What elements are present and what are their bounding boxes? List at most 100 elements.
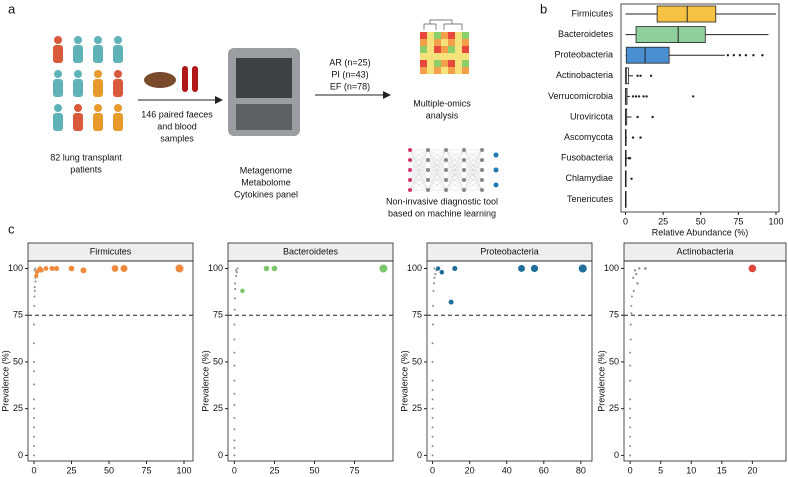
outlier	[636, 115, 639, 119]
diagram-text: samples	[160, 133, 194, 143]
faeces-icon	[144, 72, 176, 88]
point	[32, 360, 36, 363]
heatmap-cell	[441, 60, 448, 67]
point	[32, 370, 36, 373]
x-tick-label: 10	[686, 465, 696, 475]
box	[656, 5, 717, 23]
point	[629, 338, 632, 341]
network-node	[462, 188, 466, 192]
x-tick-label: 75	[733, 216, 743, 226]
point	[518, 265, 526, 272]
network-edge	[409, 149, 429, 191]
y-tick-label: 25	[13, 403, 23, 413]
point	[431, 407, 434, 410]
output-node	[493, 182, 499, 188]
panel-letter: c	[8, 221, 15, 236]
point	[629, 379, 632, 382]
y-tick-label: 50	[609, 356, 619, 366]
plot-frame	[227, 260, 394, 462]
y-tick-label: 100	[8, 263, 23, 273]
x-tick-label: 20	[747, 465, 757, 475]
network-edge	[463, 159, 483, 191]
network-node	[426, 158, 430, 162]
point	[630, 312, 633, 315]
heatmap-cell	[448, 46, 455, 53]
point	[32, 407, 36, 410]
point	[431, 426, 434, 429]
heatmap-cell	[448, 67, 455, 74]
heatmap-cell	[441, 32, 448, 39]
y-tick-label: 75	[412, 310, 422, 320]
diagram-text: PI (n=43)	[331, 69, 368, 79]
person-body	[113, 113, 123, 131]
person-head	[54, 104, 62, 112]
heatmap-cell	[420, 39, 427, 46]
y-tick-label: 100	[407, 263, 422, 273]
x-tick-label: 0	[623, 216, 628, 226]
outlier	[651, 115, 654, 119]
heatmap-cell	[420, 53, 427, 60]
y-tick-label: 50	[213, 356, 223, 366]
y-tick-label: Uroviricota	[570, 111, 613, 121]
network-edge	[427, 169, 447, 191]
point	[33, 289, 36, 292]
point	[32, 417, 36, 420]
diagram-text: and blood	[157, 121, 197, 131]
heatmap-cell	[448, 39, 455, 46]
point	[633, 269, 637, 272]
network-edge	[463, 149, 483, 161]
y-tick-label: 25	[412, 403, 422, 413]
point	[432, 289, 435, 292]
network-node	[444, 188, 448, 192]
network-node	[408, 178, 412, 182]
point	[439, 269, 445, 275]
point	[379, 264, 388, 273]
x-tick-label: 15	[717, 465, 727, 475]
x-tick-label: 75	[350, 465, 360, 475]
x-tick-label: 50	[309, 465, 319, 475]
heatmap-cell	[434, 60, 441, 67]
facet-title: Actinobacteria	[676, 246, 733, 256]
point	[629, 454, 632, 457]
point	[33, 304, 36, 307]
y-tick-label: 0	[417, 450, 422, 460]
point	[431, 379, 434, 382]
point	[233, 364, 236, 367]
point	[34, 273, 39, 279]
point	[433, 282, 436, 285]
point	[234, 274, 238, 277]
person-body	[73, 113, 83, 131]
point	[32, 323, 36, 326]
diagram-text: Non-invasive diagnostic tool	[386, 196, 498, 206]
heatmap-cell	[427, 46, 434, 53]
box	[635, 26, 706, 44]
y-tick-label: Chlamydiae	[565, 173, 613, 183]
network-edge	[463, 149, 483, 171]
network-node	[444, 148, 448, 152]
point	[39, 268, 44, 273]
heatmap-cell	[441, 46, 448, 53]
facet-title: Firmicutes	[90, 246, 132, 256]
outlier	[761, 54, 764, 57]
y-tick-label: 75	[13, 310, 23, 320]
point	[240, 288, 245, 294]
heatmap-cell	[455, 32, 462, 39]
x-tick-label: 20	[465, 465, 475, 475]
outlier	[642, 95, 645, 98]
point	[236, 267, 239, 270]
heatmap-cell	[427, 39, 434, 46]
heatmap-cell	[462, 60, 469, 67]
point	[452, 265, 458, 272]
network-node	[426, 178, 430, 182]
person-head	[54, 36, 62, 44]
outlier	[628, 157, 632, 160]
plot-frame	[426, 260, 593, 462]
point	[233, 392, 236, 395]
panel-letter: b	[540, 1, 547, 16]
heatmap-cell	[448, 60, 455, 67]
x-tick-label: 100	[768, 216, 783, 226]
person-body	[53, 45, 63, 63]
network-node	[408, 168, 412, 172]
y-tick-label: 0	[18, 450, 23, 460]
point	[175, 264, 184, 273]
